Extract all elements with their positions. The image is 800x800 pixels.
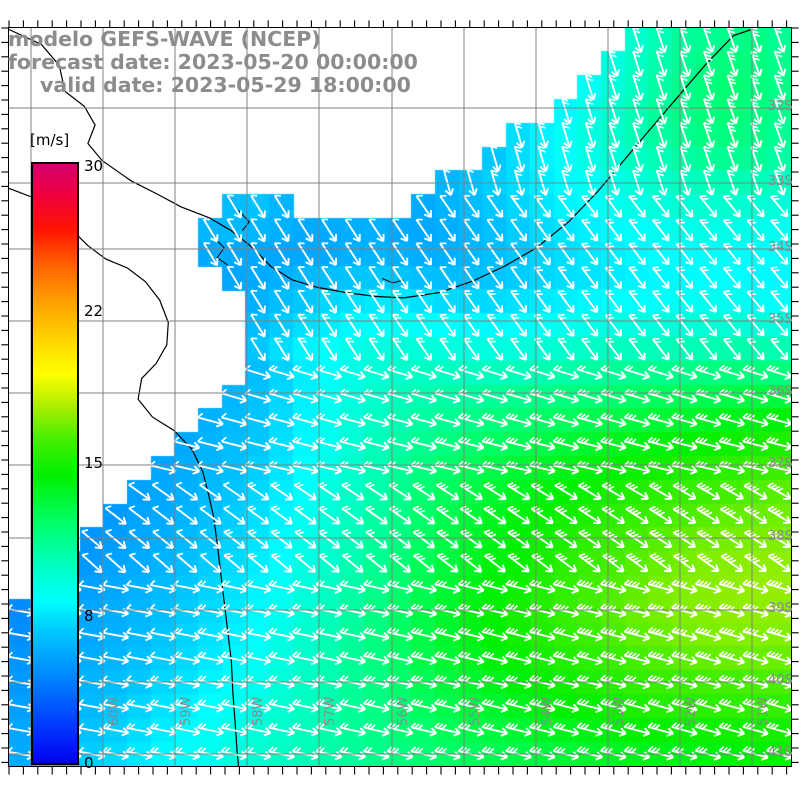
coastline-detail-1 <box>238 210 250 232</box>
colorbar-tick-8: 8 <box>84 607 94 625</box>
colorbar-tick-15: 15 <box>84 454 104 472</box>
coastline-segment-1 <box>9 187 240 766</box>
ruler-top <box>8 20 792 28</box>
colorbar-tick-0: 0 <box>84 754 94 772</box>
colorbar-tick-30: 30 <box>84 157 104 175</box>
ruler-bottom <box>8 766 792 775</box>
coastline-segment-2 <box>403 28 752 299</box>
map-plot-area[interactable] <box>8 27 792 767</box>
colorbar-tick-22: 22 <box>84 302 104 320</box>
colorbar-unit-label: [m/s] <box>30 131 70 149</box>
coastline-detail-0 <box>213 236 229 266</box>
colorbar-gradient <box>31 162 79 765</box>
ruler-left <box>1 27 9 767</box>
ruler-right <box>791 27 799 767</box>
coastline-overlay <box>9 28 752 766</box>
coastline-segment-0 <box>9 28 404 299</box>
coastline-detail-2 <box>381 278 404 284</box>
graticule-gridlines <box>9 28 791 766</box>
